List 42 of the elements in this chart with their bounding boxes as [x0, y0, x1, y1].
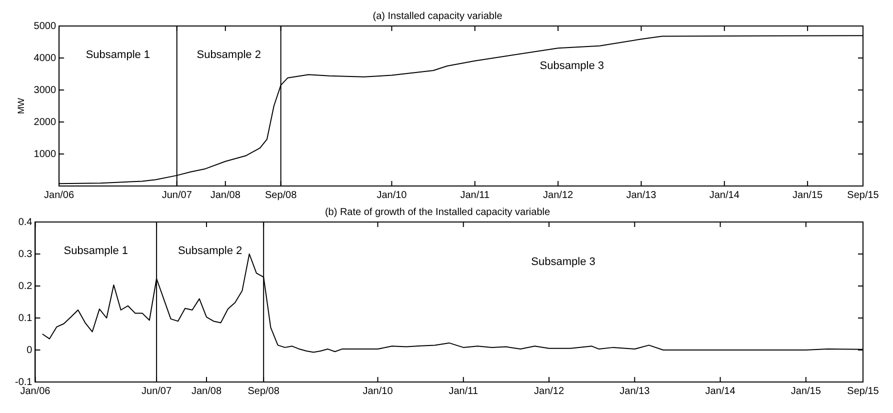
y-tick-label: 0.4	[18, 216, 33, 228]
x-tick-label: Jan/12	[534, 386, 564, 397]
y-tick-label: 2000	[34, 116, 56, 128]
x-tick-label: Jan/15	[790, 386, 822, 397]
y-tick-label: 0.2	[18, 280, 33, 292]
x-tick-label: Jan/15	[792, 190, 823, 201]
y-tick-label: 3000	[34, 84, 56, 96]
annotation: Subsample 3	[531, 256, 596, 268]
y-tick-label: 5000	[34, 20, 56, 32]
x-tick-label: Jan/10	[362, 386, 394, 397]
x-tick-label: Sep/15	[847, 190, 880, 201]
chart-title: (a) Installed capacity variable	[372, 10, 503, 22]
x-tick-label: Sep/08	[248, 386, 280, 397]
annotation: Subsample 2	[196, 48, 261, 61]
x-tick-label: Sep/15	[847, 386, 880, 397]
x-tick-label: Jan/14	[709, 190, 740, 201]
y-axis-title: MW	[16, 98, 26, 114]
x-tick-label: Jun/07	[142, 386, 172, 397]
x-tick-label: Jan/13	[626, 190, 657, 201]
x-tick-label: Jan/06	[20, 386, 51, 397]
x-tick-label: Jan/11	[460, 190, 490, 201]
x-tick-label: Jan/13	[620, 386, 650, 397]
y-tick-label: -0.1	[14, 376, 33, 388]
x-tick-label: Jun/07	[162, 190, 192, 201]
x-tick-label: Jan/06	[44, 190, 74, 201]
x-tick-label: Jan/12	[543, 190, 574, 201]
annotation: Subsample 1	[86, 48, 150, 61]
x-tick-label: Jan/14	[705, 386, 736, 397]
y-tick-label: 1000	[34, 148, 56, 160]
y-tick-label: 0.3	[18, 248, 33, 260]
x-tick-label: Jan/08	[191, 386, 222, 397]
x-tick-label: Sep/08	[264, 190, 298, 201]
x-tick-label: Jan/08	[210, 190, 241, 201]
annotation: Subsample 2	[178, 244, 242, 257]
annotation: Subsample 3	[540, 60, 604, 72]
y-tick-label: 0.1	[18, 312, 33, 324]
x-tick-label: Jan/11	[448, 386, 478, 397]
annotation: Subsample 1	[64, 244, 128, 257]
chart-title: (b) Rate of growth of the Installed capacity variable	[324, 206, 550, 218]
y-tick-label: 0	[26, 344, 33, 356]
y-tick-label: 4000	[34, 52, 56, 64]
x-tick-label: Jan/10	[376, 190, 408, 201]
